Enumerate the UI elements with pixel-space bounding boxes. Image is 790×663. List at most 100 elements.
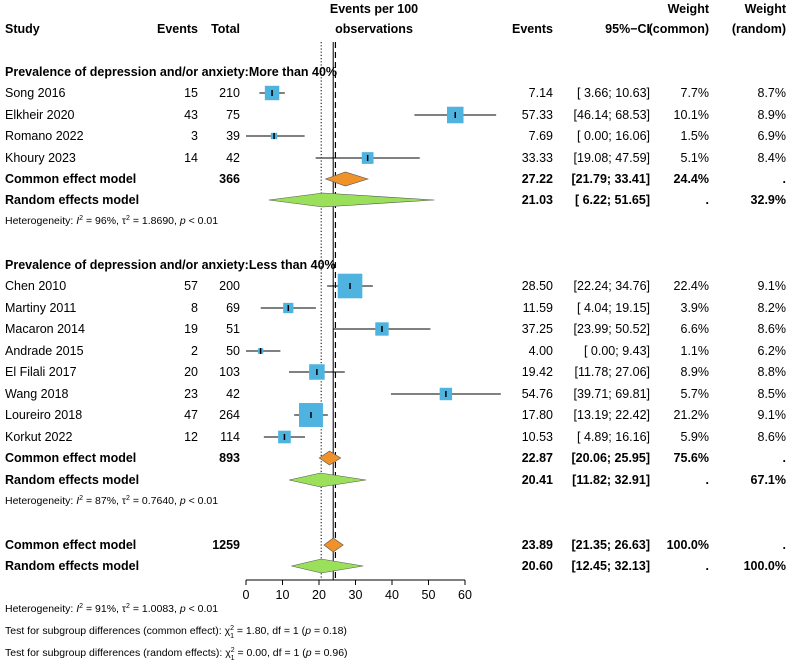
- common-effect-label: Common effect model: [5, 172, 136, 186]
- study-events: 14: [184, 151, 198, 165]
- study-events: 12: [184, 430, 198, 444]
- model-weight-random: 100.0%: [744, 559, 786, 573]
- subgroup-title: Prevalence of depression and/or anxiety:…: [5, 258, 336, 272]
- common-diamond: [324, 171, 369, 187]
- study-weight-common: 5.1%: [681, 151, 710, 165]
- model-weight-random: 67.1%: [751, 473, 786, 487]
- study-estimate: 7.14: [529, 86, 553, 100]
- study-weight-common: 3.9%: [681, 301, 710, 315]
- study-ci: [11.78; 27.06]: [574, 365, 650, 379]
- model-ci: [21.35; 26.63]: [571, 538, 650, 552]
- common-total: 893: [219, 451, 240, 465]
- common-effect-label: Common effect model: [5, 451, 136, 465]
- x-tick-label: 50: [422, 588, 436, 602]
- study-events: 23: [184, 387, 198, 401]
- study-estimate: 57.33: [522, 108, 553, 122]
- study-ci: [ 4.89; 16.16]: [577, 430, 650, 444]
- study-weight-random: 8.6%: [758, 430, 787, 444]
- model-weight-common: .: [706, 559, 709, 573]
- study-name: Elkheir 2020: [5, 108, 75, 122]
- study-name: Macaron 2014: [5, 322, 85, 336]
- model-ci: [ 6.22; 51.65]: [575, 193, 650, 207]
- header-total: Total: [211, 22, 240, 36]
- study-weight-common: 5.7%: [681, 387, 710, 401]
- study-weight-random: 6.9%: [758, 129, 787, 143]
- study-ci: [ 3.66; 10.63]: [577, 86, 650, 100]
- study-events: 43: [184, 108, 198, 122]
- model-weight-random: .: [783, 538, 786, 552]
- study-estimate: 54.76: [522, 387, 553, 401]
- random-effects-label: Random effects model: [5, 559, 139, 573]
- study-weight-random: 8.2%: [758, 301, 787, 315]
- model-ci: [20.06; 25.95]: [571, 451, 650, 465]
- study-total: 42: [226, 151, 240, 165]
- study-estimate: 33.33: [522, 151, 553, 165]
- study-ci: [19.08; 47.59]: [574, 151, 650, 165]
- study-total: 200: [219, 279, 240, 293]
- model-weight-common: 100.0%: [667, 538, 709, 552]
- x-tick-label: 10: [276, 588, 290, 602]
- study-estimate: 4.00: [529, 344, 553, 358]
- study-name: Andrade 2015: [5, 344, 84, 358]
- common-total: 1259: [212, 538, 240, 552]
- model-ci: [12.45; 32.13]: [571, 559, 650, 573]
- study-weight-common: 10.1%: [674, 108, 709, 122]
- study-name: Loureiro 2018: [5, 408, 82, 422]
- study-events: 20: [184, 365, 198, 379]
- study-estimate: 10.53: [522, 430, 553, 444]
- study-ci: [39.71; 69.81]: [574, 387, 650, 401]
- study-estimate: 37.25: [522, 322, 553, 336]
- study-events: 19: [184, 322, 198, 336]
- study-weight-common: 21.2%: [674, 408, 709, 422]
- study-total: 264: [219, 408, 240, 422]
- study-name: Song 2016: [5, 86, 66, 100]
- study-weight-random: 9.1%: [758, 408, 787, 422]
- study-name: El Filali 2017: [5, 365, 77, 379]
- model-weight-common: .: [706, 473, 709, 487]
- overall-heterogeneity: Heterogeneity: I2 = 91%, τ2 = 1.0083, p …: [5, 603, 218, 615]
- study-estimate: 17.80: [522, 408, 553, 422]
- study-weight-common: 8.9%: [681, 365, 710, 379]
- study-weight-common: 22.4%: [674, 279, 709, 293]
- header-weight-random: Weight: [745, 2, 787, 16]
- model-weight-common: 75.6%: [674, 451, 709, 465]
- header-ci: 95%−CI: [605, 22, 650, 36]
- study-weight-random: 9.1%: [758, 279, 787, 293]
- model-weight-common: .: [706, 193, 709, 207]
- study-weight-random: 8.8%: [758, 365, 787, 379]
- study-total: 51: [226, 322, 240, 336]
- header-study: Study: [5, 22, 40, 36]
- study-total: 50: [226, 344, 240, 358]
- study-ci: [22.24; 34.76]: [574, 279, 650, 293]
- study-name: Wang 2018: [5, 387, 69, 401]
- model-estimate: 20.60: [522, 559, 553, 573]
- model-weight-random: .: [783, 172, 786, 186]
- study-total: 75: [226, 108, 240, 122]
- study-estimate: 19.42: [522, 365, 553, 379]
- study-weight-common: 1.1%: [681, 344, 710, 358]
- model-estimate: 22.87: [522, 451, 553, 465]
- x-tick-label: 40: [385, 588, 399, 602]
- model-weight-random: .: [783, 451, 786, 465]
- common-diamond: [318, 450, 342, 466]
- random-effects-label: Random effects model: [5, 473, 139, 487]
- header-weight-common-sub: (common): [649, 22, 709, 36]
- x-tick-label: 20: [312, 588, 326, 602]
- study-weight-random: 8.9%: [758, 108, 787, 122]
- study-weight-random: 6.2%: [758, 344, 787, 358]
- study-ci: [ 0.00; 9.43]: [584, 344, 650, 358]
- header-weight-random-sub: (random): [732, 22, 786, 36]
- study-ci: [ 4.04; 19.15]: [577, 301, 650, 315]
- study-name: Chen 2010: [5, 279, 66, 293]
- study-ci: [46.14; 68.53]: [574, 108, 650, 122]
- study-events: 47: [184, 408, 198, 422]
- random-diamond: [268, 192, 435, 208]
- common-total: 366: [219, 172, 240, 186]
- model-estimate: 20.41: [522, 473, 553, 487]
- study-events: 8: [191, 301, 198, 315]
- study-total: 39: [226, 129, 240, 143]
- x-tick-label: 60: [458, 588, 472, 602]
- study-events: 57: [184, 279, 198, 293]
- x-tick-label: 30: [349, 588, 363, 602]
